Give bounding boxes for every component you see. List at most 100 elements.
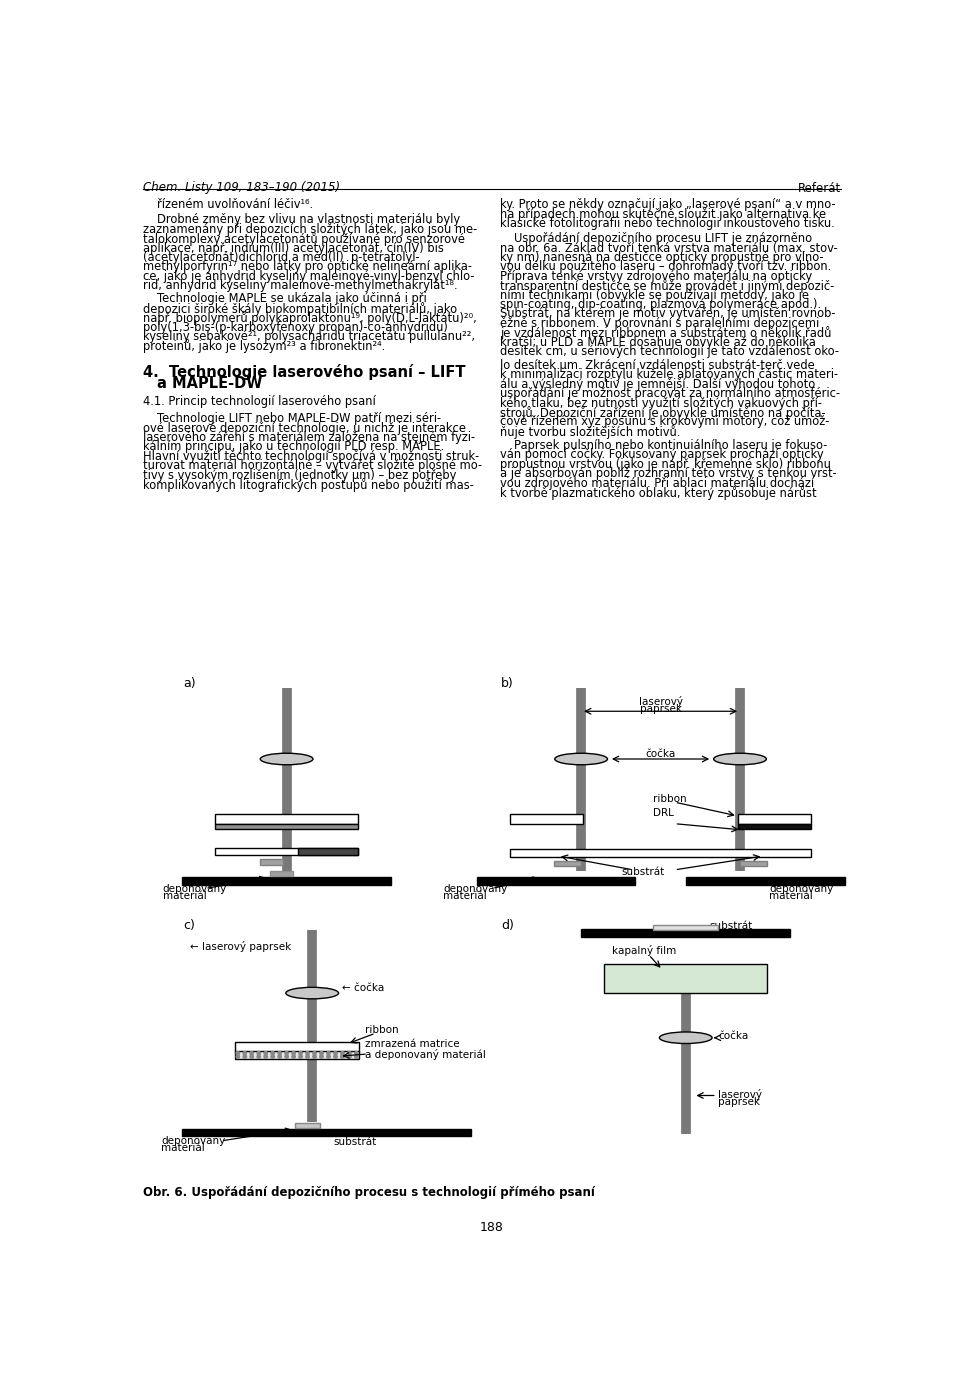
Bar [299,848,358,855]
Circle shape [278,1055,281,1059]
Text: ové laserové depoziční technologie, u nichž je interakce: ové laserové depoziční technologie, u ni… [143,422,467,434]
Circle shape [285,1052,288,1055]
Text: turovat materiál horizontálně – vytvářet složité plošné mo-: turovat materiál horizontálně – vytvářet… [143,460,482,472]
Text: ha případech mohou skutečně sloužit jako alternativa ke: ha případech mohou skutečně sloužit jako… [500,208,826,221]
Circle shape [306,1055,309,1059]
Text: 4.1. Princip technologií laserového psaní: 4.1. Princip technologií laserového psan… [143,395,376,408]
Text: a je absorbován poblíž rozhranní této vrstvy s tenkou vrst-: a je absorbován poblíž rozhranní této vr… [500,467,836,481]
Text: kyseliny sebakové²¹, polysacharidu triacetátu pullulanu²²,: kyseliny sebakové²¹, polysacharidu triac… [143,330,475,342]
Text: deponovaný: deponovaný [162,883,227,894]
Bar [215,824,358,830]
Text: deponovaný: deponovaný [444,883,508,894]
Text: materiál: materiál [161,1143,204,1154]
Circle shape [264,1055,268,1059]
Text: ← laserový paprsek: ← laserový paprsek [190,940,291,951]
Text: a MAPLE-DW: a MAPLE-DW [157,376,263,391]
Text: ván pomocí čočky. Fokusovaný paprsek prochází opticky: ván pomocí čočky. Fokusovaný paprsek pro… [500,448,824,461]
Text: laserový: laserový [638,696,683,707]
Ellipse shape [660,1032,712,1044]
Bar [295,1123,320,1129]
Circle shape [243,1055,247,1059]
Text: DRL: DRL [653,809,674,819]
Text: rid, anhydrid kyseliny maleinové-methylmethakrylát¹⁸.: rid, anhydrid kyseliny maleinové-methylm… [143,279,458,292]
Circle shape [292,1055,296,1059]
Bar [234,1042,359,1052]
Circle shape [341,1052,344,1055]
Circle shape [354,1055,358,1059]
Text: na obr. 6a. Základ tvoří tenká vrstva materiálu (max. stov-: na obr. 6a. Základ tvoří tenká vrstva ma… [500,242,837,254]
Circle shape [250,1052,253,1055]
Circle shape [326,1055,330,1059]
Ellipse shape [555,753,608,764]
Text: a deponovaný materiál: a deponovaný materiál [365,1049,486,1059]
Text: ← čočka: ← čočka [342,983,384,993]
Text: c): c) [183,919,196,932]
Text: zmrazená matrice: zmrazená matrice [365,1039,460,1049]
Text: methylporfyrin¹⁷ nebo látky pro optické nelineární aplika-: methylporfyrin¹⁷ nebo látky pro optické … [143,260,472,274]
Circle shape [250,1055,253,1059]
Text: komplikovaných litografických postupů nebo použití mas-: komplikovaných litografických postupů ne… [143,478,474,492]
Circle shape [271,1052,275,1055]
Text: zaznamenány při depozicích složitých látek, jako jsou me-: zaznamenány při depozicích složitých lát… [143,224,477,236]
Text: čově řízeném xyz posunu s krokovými motory, což umož-: čově řízeném xyz posunu s krokovými moto… [500,415,829,429]
Text: substrát: substrát [622,866,665,877]
Text: kálním principu, jako u technologií PLD resp. MAPLE.: kálním principu, jako u technologií PLD … [143,440,444,454]
Text: aplikace, např. indium(III) acetylacetonát, cín(IV) bis: aplikace, např. indium(III) acetylaceton… [143,242,444,254]
Text: vou délku použitého laseru – dohromady tvoří tzv. ribbon.: vou délku použitého laseru – dohromady t… [500,260,831,274]
Bar [653,925,718,930]
Text: ňuje tvorbu složitějších motivů.: ňuje tvorbu složitějších motivů. [500,425,680,439]
Ellipse shape [286,988,339,999]
Text: spin-coating, dip-coating, plazmová polymerace apod.).: spin-coating, dip-coating, plazmová poly… [500,298,821,312]
Text: k minimalizaci rozptylu kužele ablatóvaných částic materi-: k minimalizaci rozptylu kužele ablatóvan… [500,369,838,381]
Text: álu a výsledný motiv je jemnější. Další výhodou tohoto: álu a výsledný motiv je jemnější. Další … [500,377,815,391]
Circle shape [320,1055,324,1059]
Text: 188: 188 [480,1221,504,1234]
Circle shape [326,1052,330,1055]
Text: Drobné změny bez vlivu na vlastnosti materiálu byly: Drobné změny bez vlivu na vlastnosti mat… [157,214,461,226]
Text: substrát: substrát [334,1137,377,1147]
Text: ky. Proto se někdy označují jako „laserové psaní“ a v mno-: ky. Proto se někdy označují jako „lasero… [500,198,835,211]
Bar [605,964,767,993]
Text: materiál: materiál [162,891,206,901]
Text: deponovaný: deponovaný [770,883,833,894]
Ellipse shape [260,753,313,764]
Text: uspořádání je možnost pracovat za normálního atmosféric-: uspořádání je možnost pracovat za normál… [500,387,840,401]
Circle shape [348,1052,351,1055]
Text: materiál: materiál [444,891,487,901]
Text: ky nm) nanesná na destičce opticky propustné pro vlno-: ky nm) nanesná na destičce opticky propu… [500,251,824,264]
Text: strojů. Depoziční zařízení je obvykle umístěno na počíta-: strojů. Depoziční zařízení je obvykle um… [500,407,826,420]
Circle shape [278,1052,281,1055]
Text: propustnou vrstvou (jako je např. křemenné sklo) ribbonu: propustnou vrstvou (jako je např. křemen… [500,458,830,471]
Text: poly(1,3-bis-(p-karboxyfenoxy propan)-co-anhydridu): poly(1,3-bis-(p-karboxyfenoxy propan)-co… [143,320,448,334]
Text: Technologie LIFT nebo MAPLE-DW patří mezi séri-: Technologie LIFT nebo MAPLE-DW patří mez… [157,412,442,425]
Text: ribbon: ribbon [365,1025,398,1035]
Text: transparentní destičce se může provádět i jinými depozič-: transparentní destičce se může provádět … [500,279,834,293]
Text: Obr. 6. Uspořádání depozičního procesu s technologií přímého psaní: Obr. 6. Uspořádání depozičního procesu s… [143,1186,595,1200]
Circle shape [257,1052,260,1055]
Text: ními technikami (obvykle se používají metody, jako je: ními technikami (obvykle se používají me… [500,289,808,302]
Circle shape [334,1055,337,1059]
Circle shape [299,1055,302,1059]
Text: deponovaný: deponovaný [161,1134,226,1146]
Bar [581,929,790,937]
Text: Hlavní využití těchto technologií spočívá v možnosti struk-: Hlavní využití těchto technologií spočív… [143,450,479,462]
Bar [182,877,392,884]
Text: laserový: laserový [718,1090,762,1101]
Text: řízeném uvolňování léčiv¹⁶.: řízeném uvolňování léčiv¹⁶. [157,198,313,211]
Circle shape [243,1052,247,1055]
Bar [510,813,583,824]
Circle shape [264,1052,268,1055]
Text: materiál: materiál [770,891,813,901]
Text: klasické fotolitografii nebo technologii inkoustového tisku.: klasické fotolitografii nebo technologii… [500,217,834,231]
Ellipse shape [713,753,766,764]
Text: Příprava tenké vrstvy zdrojového materiálu na opticky: Příprava tenké vrstvy zdrojového materiá… [500,270,812,282]
Circle shape [292,1052,296,1055]
Text: Technologie MAPLE se ukázala jako účinná i při: Technologie MAPLE se ukázala jako účinná… [157,292,427,306]
Circle shape [334,1052,337,1055]
Text: (acetylacetonát)dichlorid a měď(II)  p-tetratolyl-: (acetylacetonát)dichlorid a měď(II) p-te… [143,251,420,264]
Text: kého tlaku, bez nutnosti využití složitých vakuových pří-: kého tlaku, bez nutnosti využití složitý… [500,397,822,409]
Text: k tvorbě plazmatického oblaku, který způsobuje nárůst: k tvorbě plazmatického oblaku, který způ… [500,486,816,500]
Circle shape [257,1055,260,1059]
Circle shape [313,1052,316,1055]
Text: Uspořádání depozičního procesu LIFT je znázorněno: Uspořádání depozičního procesu LIFT je z… [514,232,812,246]
